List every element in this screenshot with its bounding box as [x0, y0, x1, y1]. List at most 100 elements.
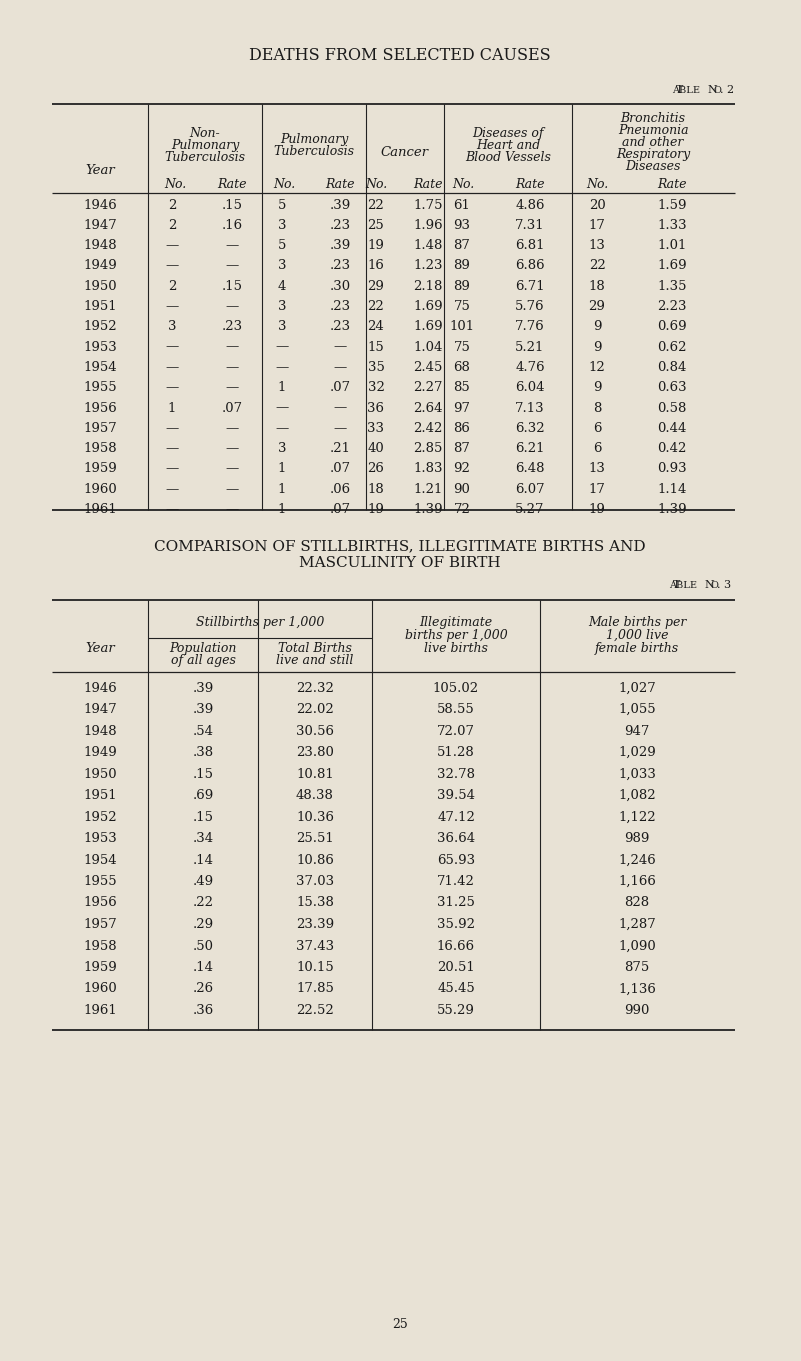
Text: 1954: 1954 [83, 361, 117, 374]
Text: —: — [333, 422, 347, 434]
Text: DEATHS FROM SELECTED CAUSES: DEATHS FROM SELECTED CAUSES [249, 46, 551, 64]
Text: 6: 6 [593, 422, 602, 434]
Text: Rate: Rate [515, 177, 545, 191]
Text: 1946: 1946 [83, 199, 117, 211]
Text: COMPARISON OF STILLBIRTHS, ILLEGITIMATE BIRTHS AND: COMPARISON OF STILLBIRTHS, ILLEGITIMATE … [154, 539, 646, 553]
Text: 75: 75 [453, 340, 470, 354]
Text: 40: 40 [368, 442, 384, 455]
Text: —: — [225, 299, 239, 313]
Text: 947: 947 [624, 724, 650, 738]
Text: MASCULINITY OF BIRTH: MASCULINITY OF BIRTH [300, 557, 501, 570]
Text: —: — [165, 260, 179, 272]
Text: 5.21: 5.21 [515, 340, 545, 354]
Text: 37.03: 37.03 [296, 875, 334, 887]
Text: 1.48: 1.48 [413, 240, 443, 252]
Text: 29: 29 [589, 299, 606, 313]
Text: 2.18: 2.18 [413, 280, 443, 293]
Text: 1960: 1960 [83, 483, 117, 495]
Text: 2.23: 2.23 [658, 299, 686, 313]
Text: 75: 75 [453, 299, 470, 313]
Text: 1.33: 1.33 [657, 219, 686, 231]
Text: Pulmonary: Pulmonary [280, 132, 348, 146]
Text: 19: 19 [368, 240, 384, 252]
Text: Heart and: Heart and [476, 139, 540, 151]
Text: live and still: live and still [276, 653, 354, 667]
Text: 15: 15 [368, 340, 384, 354]
Text: 7.13: 7.13 [515, 401, 545, 415]
Text: .23: .23 [221, 320, 243, 333]
Text: and other: and other [622, 136, 684, 148]
Text: ABLE: ABLE [672, 86, 700, 94]
Text: 7.31: 7.31 [515, 219, 545, 231]
Text: 16.66: 16.66 [437, 939, 475, 953]
Text: 0.69: 0.69 [657, 320, 686, 333]
Text: 990: 990 [624, 1004, 650, 1017]
Text: 8: 8 [593, 401, 602, 415]
Text: .23: .23 [329, 219, 351, 231]
Text: .50: .50 [192, 939, 214, 953]
Text: —: — [333, 361, 347, 374]
Text: 1,136: 1,136 [618, 983, 656, 995]
Text: —: — [165, 340, 179, 354]
Text: 1947: 1947 [83, 219, 117, 231]
Text: .30: .30 [329, 280, 351, 293]
Text: 10.81: 10.81 [296, 768, 334, 780]
Text: live births: live births [424, 641, 488, 655]
Text: —: — [225, 442, 239, 455]
Text: .39: .39 [192, 682, 214, 694]
Text: 0.44: 0.44 [658, 422, 686, 434]
Text: 36: 36 [368, 401, 384, 415]
Text: 16: 16 [368, 260, 384, 272]
Text: 1: 1 [278, 463, 286, 475]
Text: 1958: 1958 [83, 442, 117, 455]
Text: 22.52: 22.52 [296, 1004, 334, 1017]
Text: 1.21: 1.21 [413, 483, 443, 495]
Text: 3: 3 [278, 260, 286, 272]
Text: .22: .22 [192, 897, 214, 909]
Text: 0.84: 0.84 [658, 361, 686, 374]
Text: 22: 22 [368, 299, 384, 313]
Text: 1950: 1950 [83, 768, 117, 780]
Text: 65.93: 65.93 [437, 853, 475, 867]
Text: —: — [165, 240, 179, 252]
Text: 39.54: 39.54 [437, 789, 475, 802]
Text: 61: 61 [453, 199, 470, 211]
Text: No.: No. [452, 177, 474, 191]
Text: 92: 92 [453, 463, 470, 475]
Text: O: O [710, 581, 718, 589]
Text: 17.85: 17.85 [296, 983, 334, 995]
Text: 1949: 1949 [83, 260, 117, 272]
Text: 4: 4 [278, 280, 286, 293]
Text: 87: 87 [453, 442, 470, 455]
Text: Tuberculosis: Tuberculosis [273, 144, 355, 158]
Text: 6.81: 6.81 [515, 240, 545, 252]
Text: —: — [225, 504, 239, 516]
Text: 22: 22 [368, 199, 384, 211]
Text: Pneumonia: Pneumonia [618, 124, 688, 136]
Text: —: — [225, 463, 239, 475]
Text: ABLE: ABLE [669, 581, 697, 589]
Text: 86: 86 [453, 422, 470, 434]
Text: No.: No. [365, 177, 387, 191]
Text: 36.64: 36.64 [437, 832, 475, 845]
Text: 1.01: 1.01 [658, 240, 686, 252]
Text: 35.92: 35.92 [437, 919, 475, 931]
Text: 1958: 1958 [83, 939, 117, 953]
Text: 72.07: 72.07 [437, 724, 475, 738]
Text: 9: 9 [593, 340, 602, 354]
Text: —: — [225, 361, 239, 374]
Text: 1961: 1961 [83, 1004, 117, 1017]
Text: . 2: . 2 [720, 84, 734, 95]
Text: 1954: 1954 [83, 853, 117, 867]
Text: —: — [225, 381, 239, 395]
Text: 68: 68 [453, 361, 470, 374]
Text: 48.38: 48.38 [296, 789, 334, 802]
Text: —: — [225, 260, 239, 272]
Text: —: — [276, 401, 288, 415]
Text: .23: .23 [329, 260, 351, 272]
Text: .14: .14 [192, 853, 214, 867]
Text: N: N [707, 84, 717, 95]
Text: 90: 90 [453, 483, 470, 495]
Text: 101: 101 [449, 320, 474, 333]
Text: 1,287: 1,287 [618, 919, 656, 931]
